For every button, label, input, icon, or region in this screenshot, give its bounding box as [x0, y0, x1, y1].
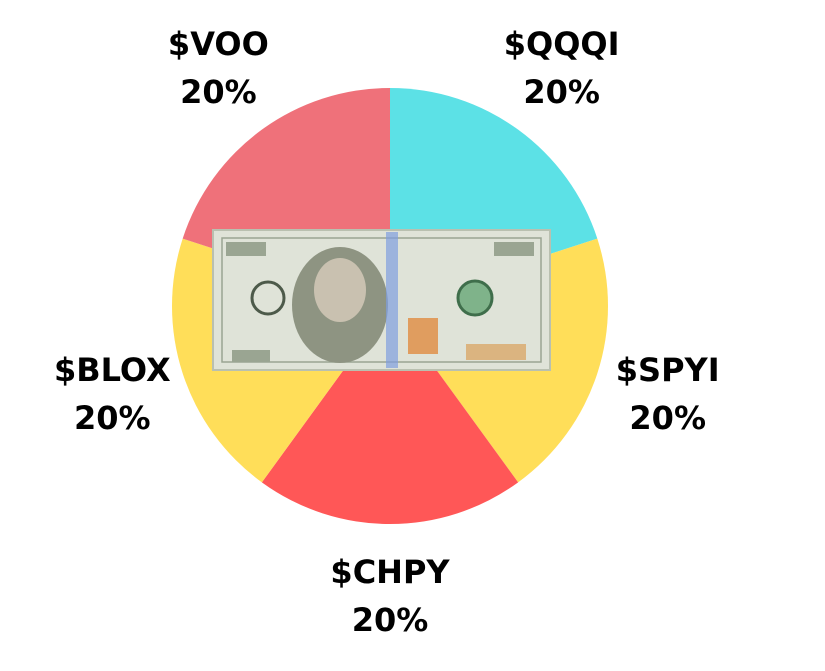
pie-slice — [261, 306, 519, 524]
slice-value-label: 20% — [180, 73, 257, 111]
slice-label: $SPYI — [616, 351, 720, 389]
slice-value-label: 20% — [629, 399, 706, 437]
slice-value-label: 20% — [523, 73, 600, 111]
slice-value-label: 20% — [74, 399, 151, 437]
slice-label: $QQQI — [504, 25, 620, 63]
slice-label: $VOO — [168, 25, 269, 63]
slice-label: $BLOX — [54, 351, 171, 389]
banknote-image — [212, 229, 551, 371]
slice-value-label: 20% — [352, 601, 429, 639]
slice-label: $CHPY — [330, 553, 450, 591]
labels: $QQQI 20% $SPYI 20% $CHPY 20% $BLOX 20% $VOO 20% — [54, 25, 720, 639]
